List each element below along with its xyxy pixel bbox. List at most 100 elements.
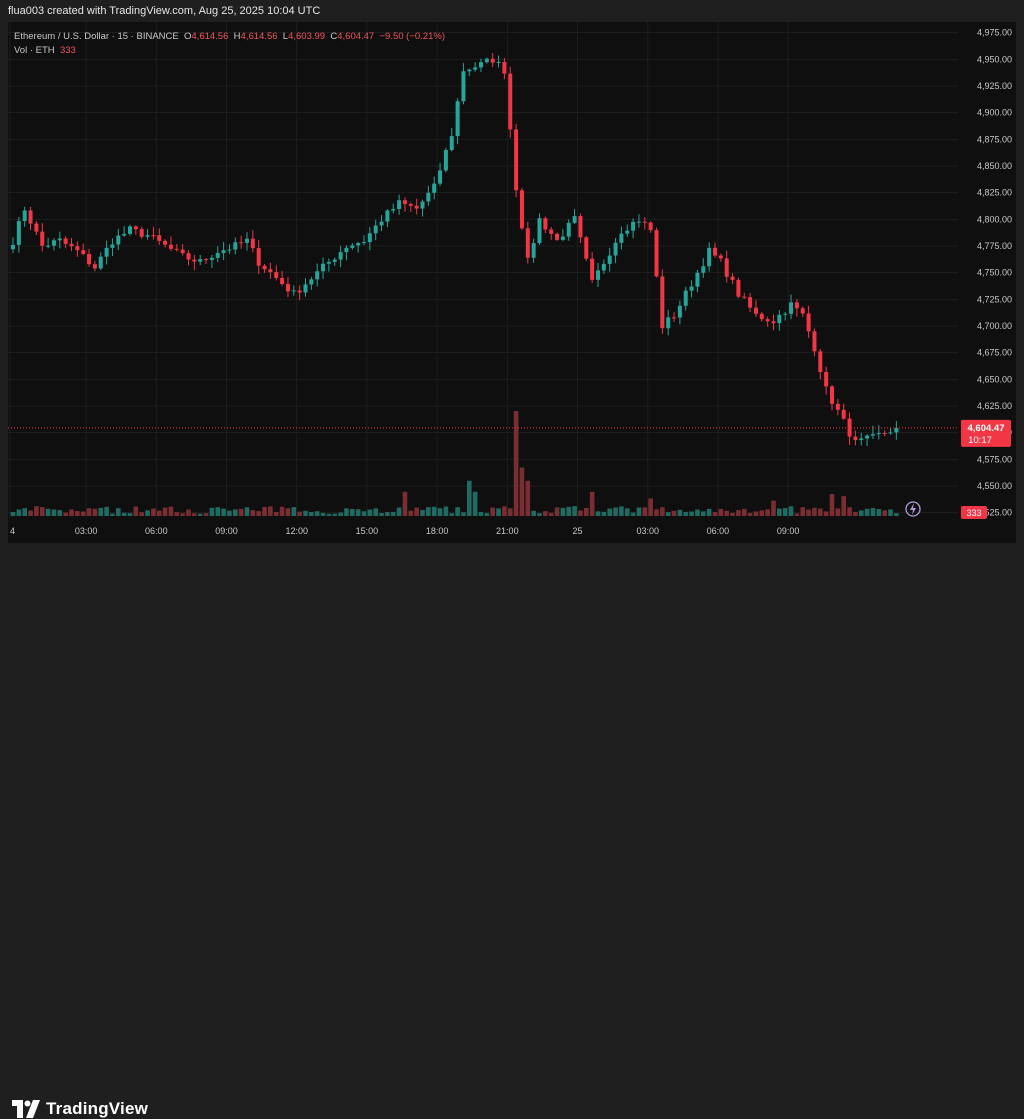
footer: TradingView xyxy=(0,543,1024,1118)
volume-bar xyxy=(104,506,109,516)
lightning-icon[interactable] xyxy=(905,501,921,517)
y-tick-label: 4,900.00 xyxy=(977,108,1012,118)
candle-body xyxy=(830,386,834,404)
x-tick-label: 12:00 xyxy=(285,526,308,536)
candle-body xyxy=(865,435,870,439)
candle-body xyxy=(707,247,712,267)
volume-bar xyxy=(461,512,466,516)
volume-bar xyxy=(344,508,349,516)
candle-body xyxy=(631,221,636,231)
candle-body xyxy=(110,244,115,248)
candle-body xyxy=(215,253,220,258)
volume-bar xyxy=(800,507,806,516)
candle-body xyxy=(894,427,899,433)
candle-body xyxy=(34,223,39,232)
volume-bar xyxy=(110,513,115,516)
candle-body xyxy=(397,200,402,210)
volume-bar xyxy=(730,512,735,516)
volume-bar xyxy=(98,507,104,516)
volume-legend-row: Vol · ETH 333 xyxy=(14,44,445,58)
volume-bar xyxy=(642,507,648,516)
volume-bar xyxy=(426,507,431,516)
candle-body xyxy=(438,170,443,184)
high-value: 4,614.56 xyxy=(240,31,278,42)
volume-bar xyxy=(660,507,665,516)
volume-bar xyxy=(823,511,829,516)
candle-body xyxy=(666,317,671,329)
volume-bar xyxy=(51,509,57,516)
candle-body xyxy=(777,314,782,324)
candle-body xyxy=(619,233,624,243)
candle-body xyxy=(736,279,741,297)
volume-bar xyxy=(759,510,765,516)
volume-badge-value: 333 xyxy=(966,508,981,518)
candlestick-chart[interactable]: 4,975.00 4,950.00 4,925.00 4,900.00 4,875.00… xyxy=(8,22,1016,543)
volume-label[interactable]: Vol · ETH xyxy=(14,45,55,56)
y-tick-label: 4,975.00 xyxy=(977,28,1012,38)
candle-body xyxy=(841,409,846,419)
candle-body xyxy=(730,276,735,280)
volume-bar xyxy=(455,507,460,516)
y-tick-label: 4,775.00 xyxy=(977,241,1012,251)
symbol-label[interactable]: Ethereum / U.S. Dollar · 15 · BINANCE xyxy=(14,31,179,42)
candle-body xyxy=(449,136,454,151)
candle-body xyxy=(309,279,314,285)
candle-body xyxy=(186,253,191,260)
y-tick-label: 4,700.00 xyxy=(977,321,1012,331)
candle-body xyxy=(28,210,33,224)
candle-body xyxy=(338,252,343,260)
volume-badge xyxy=(961,506,987,519)
chart-legend: Ethereum / U.S. Dollar · 15 · BINANCE O4… xyxy=(14,30,445,58)
candle-body xyxy=(274,272,279,278)
volume-bar xyxy=(864,508,870,516)
volume-bar xyxy=(847,507,852,516)
volume-bar xyxy=(145,510,150,516)
volume-bar xyxy=(326,513,332,516)
volume-bar xyxy=(765,509,770,516)
volume-bar xyxy=(496,508,501,516)
candle-body xyxy=(326,261,331,264)
candle-body xyxy=(555,233,560,240)
volume-bar xyxy=(221,508,226,516)
volume-bar xyxy=(853,512,858,516)
volume-bar xyxy=(876,509,882,516)
volume-bar xyxy=(771,500,776,516)
volume-bar xyxy=(554,507,560,516)
volume-bar xyxy=(192,513,197,516)
candle-body xyxy=(414,205,419,209)
y-tick-label: 4,575.00 xyxy=(977,454,1012,464)
candle-body xyxy=(75,246,80,251)
candle-body xyxy=(221,250,226,254)
candle-body xyxy=(350,245,355,248)
volume-bar xyxy=(630,512,636,516)
volume-bar xyxy=(584,507,589,516)
candle-body xyxy=(116,235,121,245)
volume-bar xyxy=(706,508,712,516)
candle-body xyxy=(461,71,466,102)
volume-bar xyxy=(227,510,232,516)
volume-bar xyxy=(782,508,788,516)
volume-bar xyxy=(151,508,156,516)
x-tick-label: 21:00 xyxy=(496,526,519,536)
candle-body xyxy=(660,276,665,329)
volume-bar xyxy=(361,511,367,516)
volume-bar xyxy=(841,496,846,516)
candle-body xyxy=(46,245,51,247)
candle-body xyxy=(420,201,425,209)
y-tick-label: 4,525.00 xyxy=(977,508,1012,518)
candle-body xyxy=(537,218,542,244)
candle-body xyxy=(847,418,852,437)
volume-bar xyxy=(139,512,144,516)
candle-body xyxy=(168,244,173,249)
x-tick-label: 18:00 xyxy=(426,526,449,536)
candle-body xyxy=(748,297,753,308)
candle-body xyxy=(479,62,483,68)
volume-bar xyxy=(654,509,659,516)
price-badge-countdown: 10:17 xyxy=(968,435,992,446)
volume-bar xyxy=(414,507,419,516)
volume-bar xyxy=(63,512,68,516)
candle-body xyxy=(51,240,56,246)
tradingview-logo[interactable]: TradingView xyxy=(12,1099,148,1119)
candle-body xyxy=(718,255,723,259)
volume-bar xyxy=(408,510,414,516)
